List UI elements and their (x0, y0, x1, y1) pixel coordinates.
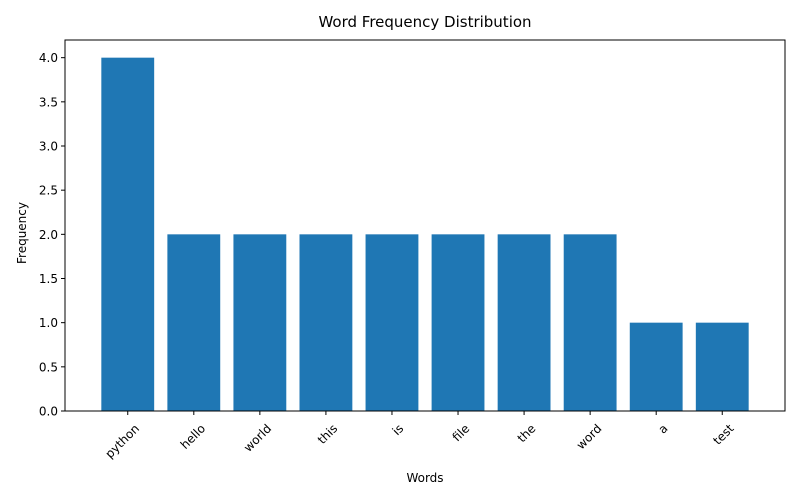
y-tick-label: 1.5 (39, 272, 58, 286)
x-tick-label: world (241, 421, 274, 454)
x-tick-label: word (574, 421, 605, 452)
bar-is (365, 234, 419, 411)
chart-title: Word Frequency Distribution (318, 13, 531, 31)
bar-test (695, 322, 749, 411)
axes-spines (64, 39, 786, 412)
y-tick-label: 2.0 (39, 228, 58, 242)
bar-hello (167, 234, 221, 411)
x-tick-label: is (390, 421, 407, 438)
y-tick-label: 3.5 (39, 95, 58, 109)
x-tick-label: file (450, 421, 473, 444)
bar-world (233, 234, 287, 411)
bar-file (431, 234, 485, 411)
bar-group (101, 57, 749, 412)
x-tick-label: the (515, 421, 539, 445)
x-tick-label: hello (178, 421, 208, 451)
y-tick-label: 1.0 (39, 316, 58, 330)
bar-the (497, 234, 551, 411)
y-tick-label: 2.5 (39, 184, 58, 198)
x-tick-label: python (103, 421, 143, 461)
y-axis-label: Frequency (15, 202, 29, 264)
plot-frame (64, 39, 786, 412)
y-tick-label: 4.0 (39, 51, 58, 65)
y-axis: 0.0 0.5 1.0 1.5 2.0 2.5 3.0 3.5 4.0 (39, 51, 65, 419)
bar-this (299, 234, 353, 411)
y-tick-label: 3.0 (39, 140, 58, 154)
y-tick-label: 0.5 (39, 360, 58, 374)
bar-word (563, 234, 617, 411)
bar-python (101, 57, 155, 412)
x-tick-label: test (710, 421, 736, 447)
x-tick-label: a (655, 421, 670, 436)
x-axis-label: Words (406, 471, 443, 485)
x-axis: python hello world this is file the word a test (103, 411, 737, 461)
y-tick-label: 0.0 (39, 405, 58, 419)
bar-a (629, 322, 683, 411)
x-tick-label: this (315, 421, 340, 446)
